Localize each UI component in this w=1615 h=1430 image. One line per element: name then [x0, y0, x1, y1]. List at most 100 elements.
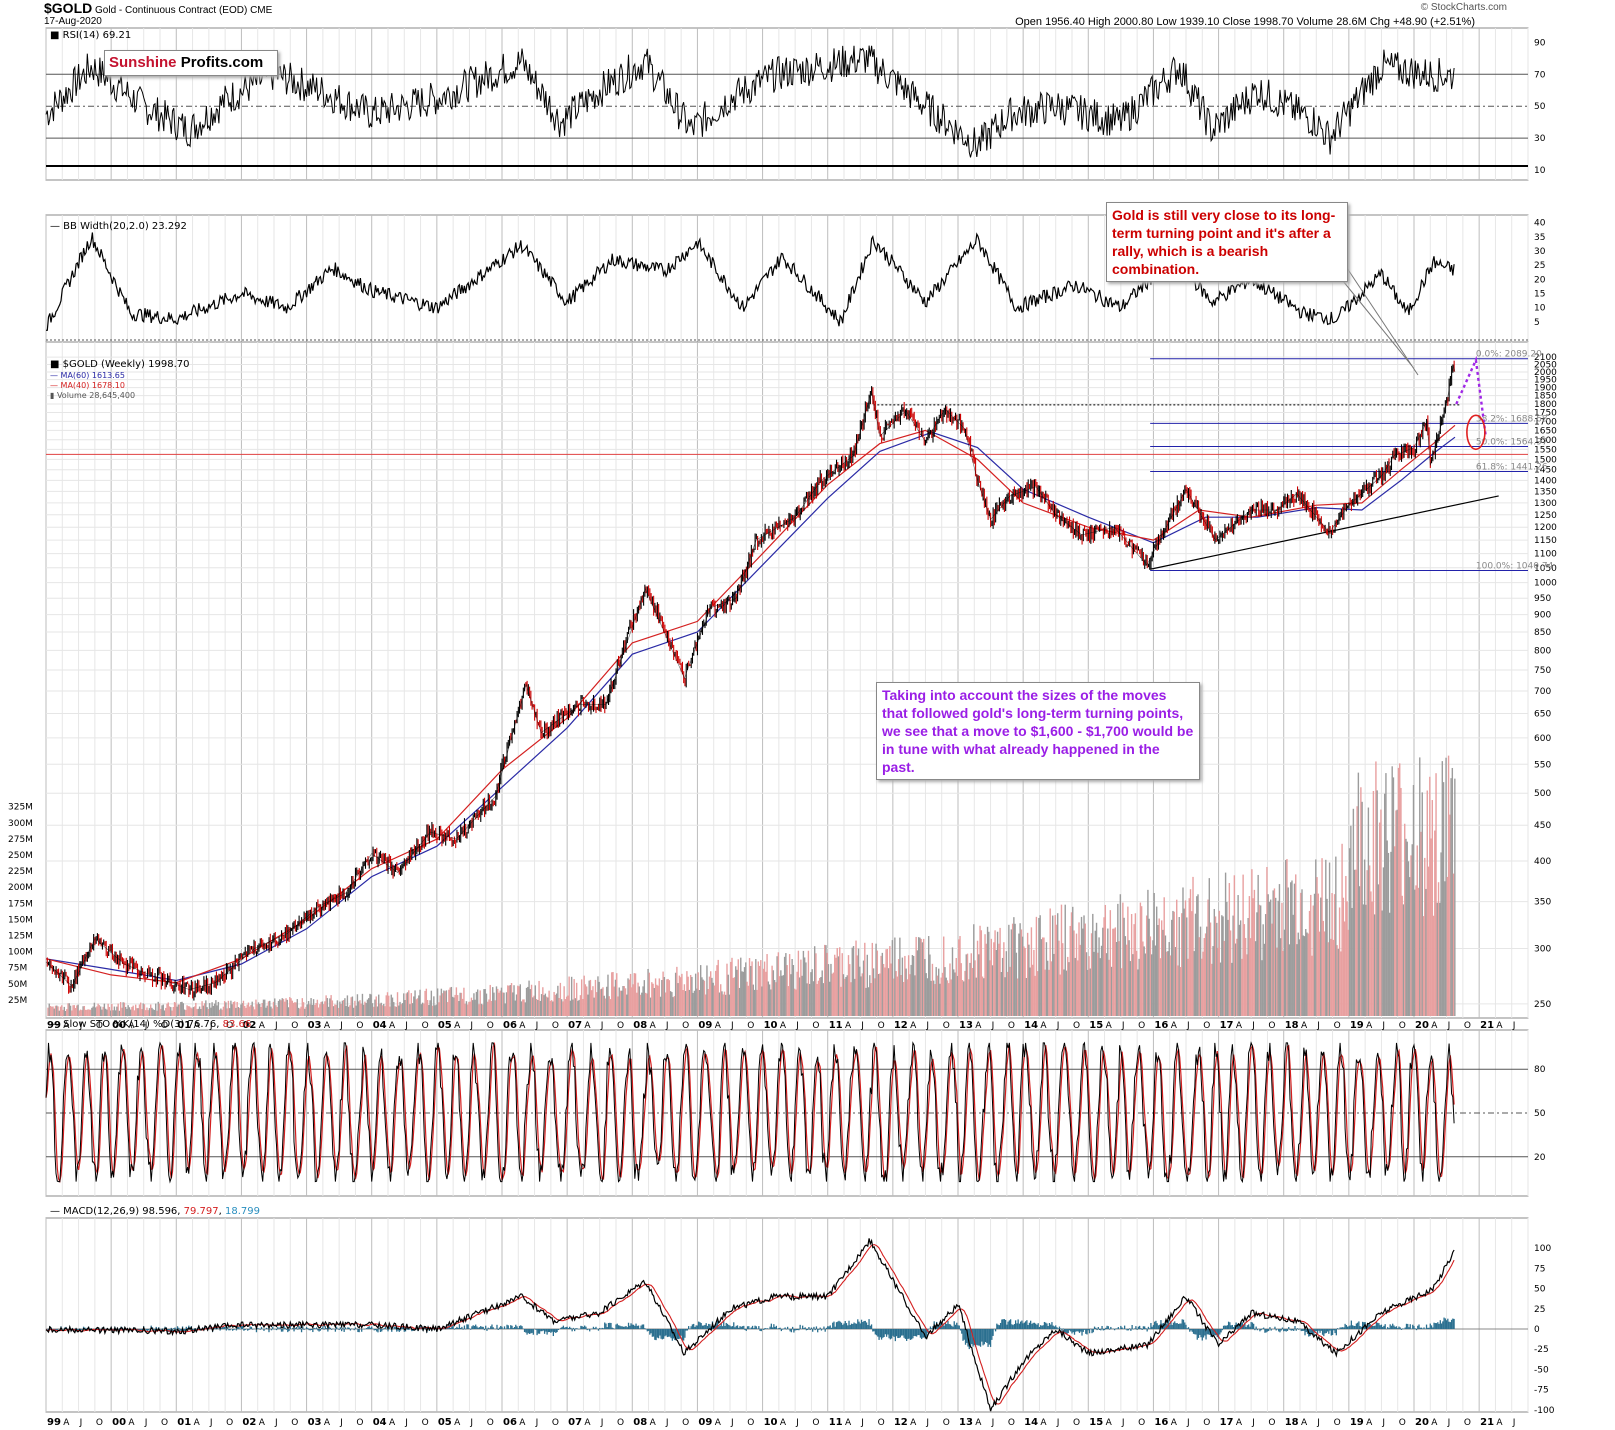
price-tick-label: 1500	[1534, 455, 1557, 465]
volume-bar	[178, 1004, 181, 1016]
volume-bar	[337, 1007, 340, 1016]
volume-tick-label: 300M	[8, 819, 33, 829]
x-tick-label: O	[617, 1418, 624, 1428]
volume-bar	[254, 1009, 256, 1016]
volume-bar	[1150, 954, 1153, 1016]
volume-bar	[326, 998, 329, 1016]
volume-bar	[981, 976, 984, 1016]
volume-bar	[1222, 916, 1224, 1016]
volume-bar	[1209, 922, 1212, 1016]
volume-bar	[694, 973, 697, 1016]
volume-bar	[589, 979, 592, 1016]
volume-bar	[409, 1004, 411, 1016]
volume-bar	[527, 986, 529, 1016]
volume-bar	[518, 986, 520, 1016]
x-tick-label: A	[259, 1418, 266, 1428]
volume-bar	[93, 1002, 96, 1016]
volume-bar	[316, 999, 319, 1016]
volume-bar	[786, 965, 788, 1016]
volume-bar	[325, 995, 327, 1016]
volume-bar	[557, 985, 559, 1016]
volume-bar	[525, 987, 528, 1016]
x-tick-label: 06	[503, 1020, 517, 1031]
volume-bar	[319, 1004, 321, 1016]
macd-tick-label: -75	[1534, 1386, 1549, 1396]
volume-bar	[59, 1006, 62, 1016]
volume-bar	[612, 972, 614, 1016]
volume-bar	[864, 942, 866, 1016]
volume-bar	[480, 1003, 483, 1016]
volume-bar	[207, 1008, 210, 1016]
volume-bar	[124, 1006, 127, 1016]
volume-bar	[984, 934, 986, 1016]
panel-frame-macd	[45, 1217, 1529, 1413]
volume-bar	[231, 1004, 233, 1016]
volume-bar	[1350, 825, 1352, 1016]
x-tick-label: O	[356, 1418, 363, 1428]
volume-bar	[331, 1000, 334, 1016]
volume-bar	[291, 1000, 293, 1016]
volume-bar	[641, 992, 643, 1016]
volume-bar	[401, 1003, 404, 1016]
volume-bar	[1140, 906, 1143, 1016]
volume-bar	[1228, 883, 1231, 1016]
volume-bar	[806, 983, 808, 1016]
volume-bar	[468, 1001, 470, 1016]
x-tick-label: O	[161, 1021, 168, 1031]
volume-bar	[434, 1005, 436, 1016]
volume-bar	[101, 1009, 103, 1016]
volume-bar	[829, 981, 831, 1016]
x-tick-label: A	[194, 1418, 201, 1428]
volume-bar	[1157, 924, 1159, 1016]
volume-bar	[289, 997, 291, 1016]
volume-tick-label: 250M	[8, 851, 33, 861]
volume-bar	[1097, 952, 1099, 1016]
volume-tick-label: 225M	[8, 867, 33, 877]
x-tick-label: 08	[633, 1020, 647, 1031]
volume-bar	[626, 994, 628, 1016]
volume-bar	[260, 1006, 262, 1016]
volume-bar	[413, 996, 415, 1016]
volume-bar	[909, 974, 911, 1016]
volume-bar	[802, 950, 805, 1016]
volume-bar	[1122, 902, 1124, 1016]
volume-bar	[737, 959, 739, 1016]
x-tick-label: O	[617, 1021, 624, 1031]
volume-bar	[1202, 951, 1204, 1016]
volume-bar	[979, 925, 981, 1016]
volume-bar	[137, 1008, 139, 1016]
volume-bar	[925, 973, 927, 1016]
volume-bar	[1028, 944, 1030, 1016]
volume-bar	[1083, 915, 1085, 1016]
volume-bar	[270, 1006, 272, 1016]
volume-bar	[1434, 830, 1436, 1016]
volume-bar	[552, 1001, 554, 1016]
volume-bar	[245, 1007, 247, 1016]
sto-tick-label: 80	[1534, 1065, 1546, 1075]
volume-bar	[1382, 867, 1385, 1016]
volume-bar	[732, 977, 734, 1016]
bb-tick-label: 25	[1534, 261, 1545, 271]
volume-bar	[166, 1003, 168, 1016]
volume-bar	[136, 1008, 138, 1016]
x-tick-label: J	[404, 1021, 408, 1031]
price-tick-label: 700	[1534, 687, 1551, 697]
x-tick-label: A	[715, 1021, 722, 1031]
volume-bar	[842, 974, 845, 1016]
volume-bar	[834, 954, 836, 1016]
volume-bar	[969, 962, 971, 1016]
bb-tick-label: 5	[1534, 318, 1540, 328]
volume-bar	[284, 1001, 286, 1016]
x-tick-label: A	[1366, 1021, 1373, 1031]
volume-bar	[579, 995, 582, 1016]
volume-bar	[849, 964, 851, 1016]
volume-bar	[535, 999, 538, 1016]
volume-bar	[902, 981, 905, 1016]
volume-bar	[1392, 777, 1395, 1016]
volume-bar	[1345, 875, 1347, 1016]
volume-bar	[301, 998, 304, 1016]
volume-bar	[227, 1000, 230, 1016]
x-tick-label: O	[291, 1418, 298, 1428]
x-tick-label: J	[79, 1418, 83, 1428]
x-tick-label: A	[1431, 1021, 1438, 1031]
